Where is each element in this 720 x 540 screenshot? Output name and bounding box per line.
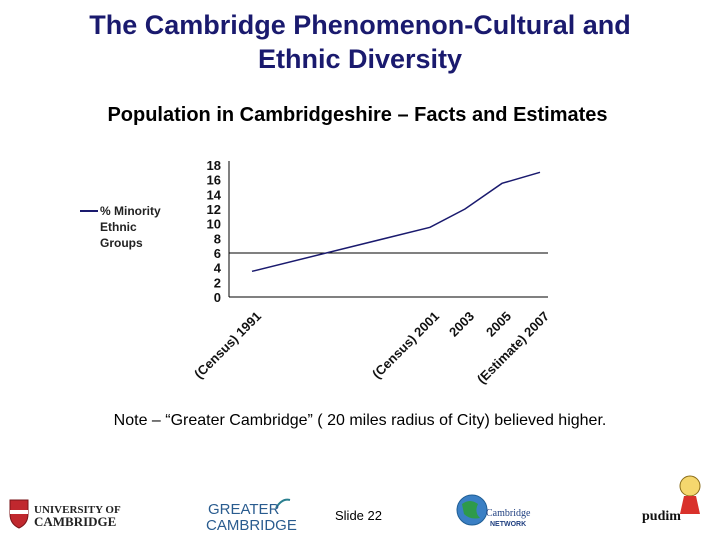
population-chart: % Minority Ethnic Groups 181614121086420… xyxy=(80,158,552,387)
greater-logo-line-2: CAMBRIDGE xyxy=(206,517,297,534)
legend-label-line-1: % Minority xyxy=(100,204,161,218)
pudim-logo: pudim xyxy=(642,475,701,524)
title-line-1: The Cambridge Phenomenon-Cultural and xyxy=(89,10,631,40)
network-logo-line-2: NETWORK xyxy=(490,521,526,528)
pudim-mascot-head-icon xyxy=(679,475,701,497)
chart-legend: % Minority Ethnic Groups xyxy=(80,204,161,250)
network-logo-line-1: Cambridge xyxy=(486,508,531,519)
footnote: Note – “Greater Cambridge” ( 20 miles ra… xyxy=(113,412,607,429)
pudim-logo-text: pudim xyxy=(642,509,681,524)
legend-label-line-2: Ethnic xyxy=(100,220,137,234)
series-line xyxy=(251,171,541,273)
cambridge-logo-line-1: UNIVERSITY OF xyxy=(34,504,121,516)
cambridge-logo-line-2: CAMBRIDGE xyxy=(34,514,116,529)
x-tick-label: (Census) 2001 xyxy=(369,309,442,382)
y-tick-label: 10 xyxy=(207,217,221,232)
university-of-cambridge-logo: UNIVERSITY OF CAMBRIDGE xyxy=(9,499,121,529)
x-tick-label: 2003 xyxy=(446,309,477,340)
x-axis: (Census) 1991 (Census) 2001 2003 2005(Estim… xyxy=(191,252,552,387)
y-tick-label: 8 xyxy=(214,231,221,246)
x-tick-label: (Census) 1991 xyxy=(191,309,264,382)
slide-number: Slide 22 xyxy=(335,508,382,523)
y-tick-label: 6 xyxy=(214,246,221,261)
y-tick-label: 0 xyxy=(214,290,221,305)
network-globe-land xyxy=(462,501,480,519)
greater-logo-line-1: GREATER xyxy=(208,501,280,518)
slide-subtitle: Population in Cambridgeshire – Facts and… xyxy=(107,104,608,126)
y-tick-label: 4 xyxy=(214,261,222,276)
chart-series xyxy=(251,171,541,273)
y-tick-label: 16 xyxy=(207,173,221,188)
slide-title: The Cambridge Phenomenon-Cultural and Et… xyxy=(0,8,720,76)
legend-label-line-3: Groups xyxy=(100,236,143,250)
pudim-mascot-body-icon xyxy=(680,496,700,514)
cambridge-network-logo: Cambridge NETWORK xyxy=(456,494,531,528)
crest-band xyxy=(10,510,28,514)
y-tick-label: 18 xyxy=(207,158,221,173)
title-line-2: Ethnic Diversity xyxy=(257,44,463,74)
greater-cambridge-arc-icon xyxy=(275,498,291,509)
x-tick-label: (Estimate) 2007 xyxy=(474,309,552,387)
y-tick-label: 2 xyxy=(214,275,221,290)
greater-cambridge-logo: GREATER CAMBRIDGE xyxy=(206,498,297,534)
y-tick-label: 12 xyxy=(207,202,221,217)
x-tick-label: 2005 xyxy=(483,309,514,340)
y-tick-label: 14 xyxy=(207,187,222,202)
